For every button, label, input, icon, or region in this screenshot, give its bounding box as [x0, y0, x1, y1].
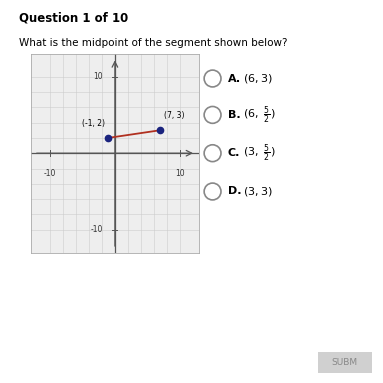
Text: $(3,\ \frac{5}{2})$: $(3,\ \frac{5}{2})$ — [243, 142, 276, 164]
Text: A.: A. — [228, 74, 241, 83]
Text: $(3, 3)$: $(3, 3)$ — [243, 185, 273, 198]
Text: $(6,\ \frac{5}{2})$: $(6,\ \frac{5}{2})$ — [243, 104, 276, 126]
Text: SUBM: SUBM — [332, 358, 358, 367]
Text: $(6, 3)$: $(6, 3)$ — [243, 72, 273, 85]
Text: -10: -10 — [91, 225, 103, 234]
Text: 10: 10 — [93, 72, 103, 81]
Text: C.: C. — [228, 148, 240, 158]
Text: 10: 10 — [175, 169, 185, 177]
Text: (7, 3): (7, 3) — [164, 111, 184, 120]
Text: What is the midpoint of the segment shown below?: What is the midpoint of the segment show… — [19, 38, 288, 48]
Text: (-1, 2): (-1, 2) — [82, 119, 105, 128]
Text: B.: B. — [228, 110, 241, 120]
Text: -10: -10 — [44, 169, 56, 177]
Text: Question 1 of 10: Question 1 of 10 — [19, 11, 128, 25]
Text: D.: D. — [228, 187, 241, 196]
